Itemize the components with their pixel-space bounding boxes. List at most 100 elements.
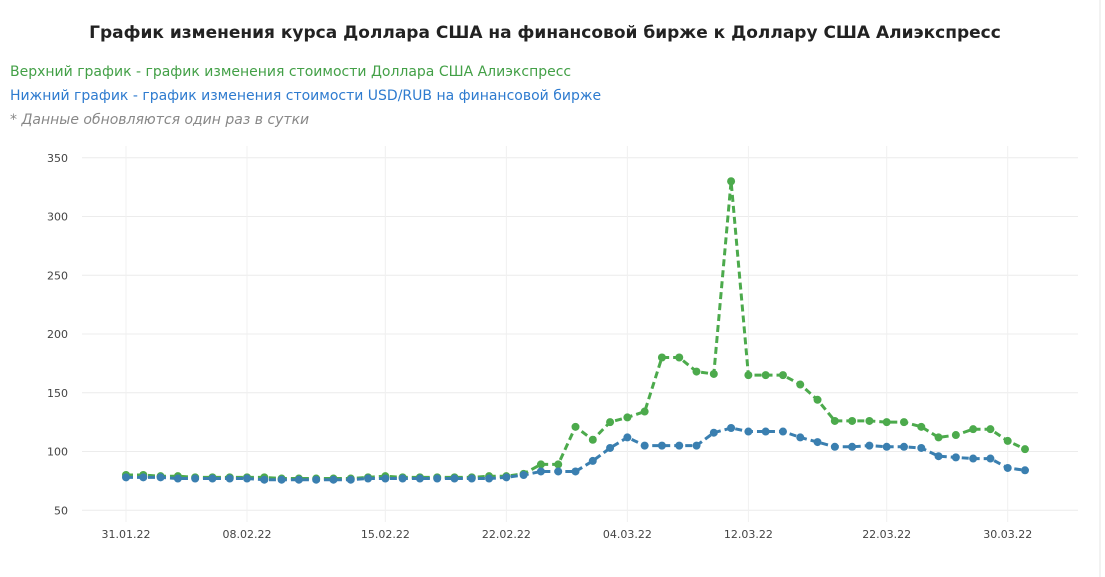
point <box>502 473 511 482</box>
point <box>536 460 545 469</box>
point <box>640 407 649 416</box>
y-tick-label: 200 <box>47 328 68 341</box>
point <box>727 424 736 432</box>
point <box>623 433 632 442</box>
point <box>606 418 615 427</box>
point <box>865 441 874 450</box>
point <box>173 474 182 483</box>
x-tick-label: 08.02.22 <box>223 528 272 541</box>
y-tick-label: 50 <box>54 504 68 517</box>
point <box>381 474 390 483</box>
point <box>450 474 459 483</box>
y-tick-label: 250 <box>47 269 68 282</box>
point <box>813 438 822 447</box>
point <box>519 471 528 479</box>
y-tick-label: 350 <box>47 152 68 165</box>
point <box>796 433 805 442</box>
point <box>346 475 355 484</box>
point <box>865 416 874 425</box>
y-tick-label: 300 <box>47 211 68 224</box>
legend-line: Верхний график - график изменения стоимо… <box>10 64 571 80</box>
point <box>934 433 943 442</box>
point <box>761 371 770 380</box>
point <box>761 427 770 436</box>
point <box>623 413 632 422</box>
point <box>1003 436 1012 445</box>
point <box>415 474 424 483</box>
point <box>139 473 148 482</box>
point <box>917 443 926 452</box>
point <box>467 474 476 483</box>
point <box>951 431 960 440</box>
point <box>156 473 165 482</box>
point <box>986 425 995 434</box>
point <box>208 474 217 483</box>
x-tick-label: 22.03.22 <box>862 528 911 541</box>
point <box>294 475 303 484</box>
point <box>899 418 908 427</box>
point <box>536 467 545 476</box>
point <box>727 177 736 186</box>
point <box>122 473 130 482</box>
point <box>554 467 563 476</box>
series-line <box>126 426 1026 482</box>
x-tick-label: 31.01.22 <box>102 528 151 541</box>
point <box>398 474 407 483</box>
point <box>588 435 597 444</box>
x-tick-label: 15.02.22 <box>361 528 410 541</box>
point <box>606 443 615 452</box>
x-tick-label: 12.03.22 <box>724 528 773 541</box>
point <box>709 428 718 437</box>
point <box>830 442 839 451</box>
point <box>969 454 978 463</box>
point <box>882 418 891 427</box>
point <box>692 367 701 376</box>
point <box>744 427 753 436</box>
point <box>848 416 857 425</box>
point <box>1021 445 1029 454</box>
point <box>1003 463 1012 472</box>
point <box>692 441 701 450</box>
point <box>1021 466 1029 475</box>
point <box>882 442 891 451</box>
point <box>848 442 857 451</box>
series-line <box>126 181 1026 480</box>
point <box>969 425 978 434</box>
point <box>951 453 960 462</box>
point <box>675 353 684 362</box>
point <box>588 456 597 465</box>
point <box>917 422 926 431</box>
point <box>329 475 338 484</box>
point <box>277 475 286 484</box>
point <box>260 475 269 484</box>
point <box>364 474 373 483</box>
point <box>312 475 321 484</box>
y-tick-label: 150 <box>47 387 68 400</box>
point <box>191 474 200 483</box>
point <box>899 442 908 451</box>
point <box>571 467 580 476</box>
point <box>934 452 943 461</box>
legend-line: Нижний график - график изменения стоимос… <box>10 88 601 104</box>
point <box>571 422 580 431</box>
point <box>433 474 442 483</box>
point <box>657 441 666 450</box>
x-tick-label: 04.03.22 <box>603 528 652 541</box>
point <box>675 441 684 450</box>
point <box>986 454 995 463</box>
note: * Данные обновляются один раз в сутки <box>10 112 309 128</box>
point <box>657 353 666 362</box>
point <box>554 460 563 469</box>
point <box>813 395 822 404</box>
x-tick-label: 30.03.22 <box>983 528 1032 541</box>
point <box>744 371 753 380</box>
point <box>778 371 787 380</box>
x-tick-label: 22.02.22 <box>482 528 531 541</box>
point <box>640 441 649 450</box>
point <box>225 474 234 483</box>
chart-title: График изменения курса Доллара США на фи… <box>89 23 1001 43</box>
point <box>709 369 718 378</box>
point <box>243 474 252 483</box>
